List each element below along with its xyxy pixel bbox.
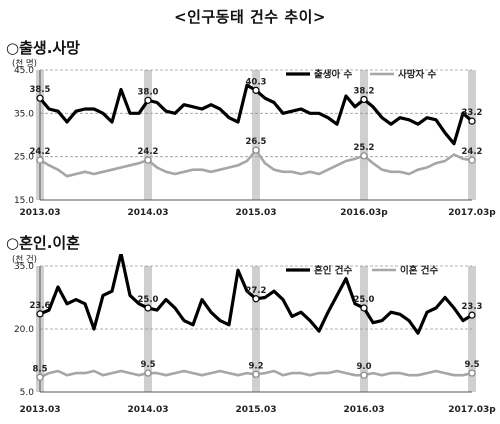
data-label: 24.2 <box>462 147 483 157</box>
data-label: 38.5 <box>30 85 51 95</box>
x-tick-label: 2013.03 <box>20 208 61 218</box>
data-point-marker <box>252 86 260 94</box>
data-label: 23.3 <box>462 302 483 312</box>
legend-label: 혼인 건수 <box>314 265 353 277</box>
data-point-marker <box>36 156 44 164</box>
data-label: 9.5 <box>140 360 155 370</box>
data-point-marker <box>252 146 260 154</box>
x-tick-label: 2014.03 <box>128 208 169 218</box>
legend-label: 출생아 수 <box>314 69 353 81</box>
legend-label: 사망자 수 <box>398 69 437 81</box>
data-point-marker <box>144 369 152 377</box>
x-tick-label: 2013.03 <box>20 405 61 415</box>
data-label: 27.2 <box>246 286 267 296</box>
data-point-marker <box>36 94 44 102</box>
y-tick-label: 35.0 <box>14 109 34 119</box>
unit-label: (천 건) <box>12 254 37 265</box>
y-tick-label: 15.0 <box>14 196 34 206</box>
legend-label: 이혼 건수 <box>400 265 439 277</box>
data-point-marker <box>252 370 260 378</box>
data-point-marker <box>468 369 476 377</box>
unit-label: (천 명) <box>12 58 37 69</box>
data-label: 9.2 <box>248 361 263 371</box>
x-tick-label: 2016.03 <box>344 405 385 415</box>
data-label: 40.3 <box>246 77 267 87</box>
y-tick-label: 35.0 <box>14 262 34 272</box>
march-band <box>360 266 368 392</box>
data-point-marker <box>144 156 152 164</box>
data-point-marker <box>36 373 44 381</box>
data-point-marker <box>252 295 260 303</box>
data-point-marker <box>36 310 44 318</box>
x-tick-label: 2015.03 <box>236 405 277 415</box>
x-tick-label: 2016.03p <box>340 208 388 218</box>
data-label: 25.0 <box>138 295 159 305</box>
data-point-marker <box>468 117 476 125</box>
data-label: 38.2 <box>354 86 375 96</box>
data-label: 25.0 <box>354 295 375 305</box>
march-band <box>252 70 260 200</box>
data-label: 23.6 <box>30 301 51 311</box>
chart-marriage-divorce: 35.0 20.0 5.0 (천 건) 2013.03 2014.03 2015.03 201… <box>12 254 496 415</box>
data-point-marker <box>144 96 152 104</box>
y-tick-label: 45.0 <box>14 66 34 76</box>
data-point-marker <box>360 152 368 160</box>
x-tick-label: 2017.03p <box>448 405 496 415</box>
march-band <box>468 70 476 200</box>
data-label: 38.0 <box>138 87 159 97</box>
x-tick-label: 2015.03 <box>236 208 277 218</box>
data-point-marker <box>360 304 368 312</box>
y-tick-label: 20.0 <box>14 325 34 335</box>
data-label: 24.2 <box>30 147 51 157</box>
y-tick-label: 25.0 <box>14 153 34 163</box>
x-tick-label: 2014.03 <box>128 405 169 415</box>
data-label: 24.2 <box>138 147 159 157</box>
data-point-marker <box>360 371 368 379</box>
chart-birth-death: 45.0 35.0 25.0 15.0 (천 명) 2013.03 2014.03 2015.… <box>12 58 496 218</box>
data-point-marker <box>468 311 476 319</box>
march-band <box>144 70 152 200</box>
section-title-marriage-divorce: ○혼인.이혼 <box>6 234 80 252</box>
x-tick-label: 2017.03p <box>448 208 496 218</box>
data-label: 8.5 <box>32 364 47 374</box>
data-point-marker <box>144 304 152 312</box>
march-band <box>360 70 368 200</box>
data-point-marker <box>360 95 368 104</box>
data-label: 26.5 <box>246 137 267 147</box>
data-label: 9.5 <box>464 360 479 370</box>
y-tick-label: 5.0 <box>20 388 35 398</box>
data-point-marker <box>468 156 476 164</box>
main-title: <인구동태 건수 추이> <box>174 8 326 26</box>
data-label: 33.2 <box>462 108 483 118</box>
section-title-birth-death: ○출생.사망 <box>6 39 80 57</box>
data-label: 9.0 <box>356 362 371 372</box>
data-label: 25.2 <box>354 143 375 153</box>
